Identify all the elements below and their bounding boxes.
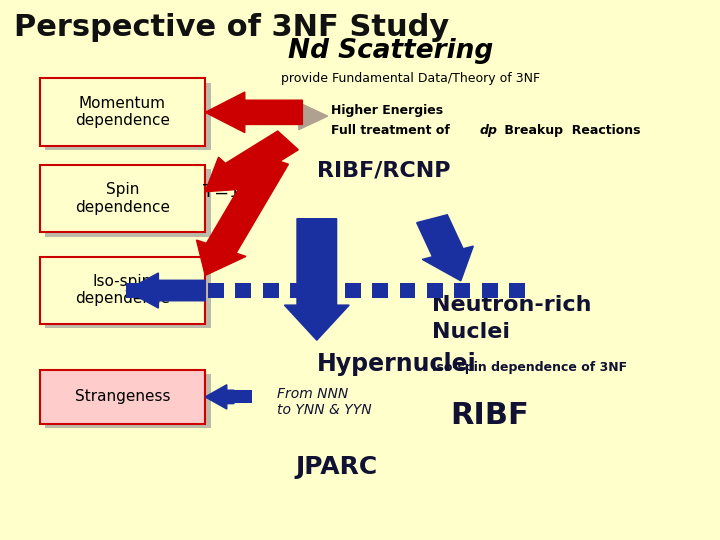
Polygon shape [299,103,328,130]
Text: Breakup  Reactions: Breakup Reactions [500,124,640,137]
Polygon shape [197,154,289,275]
Bar [153,283,169,298]
Bar [318,283,333,298]
Polygon shape [284,219,349,340]
Text: Neutron-rich: Neutron-rich [432,295,592,315]
Text: JPARC: JPARC [295,455,377,479]
Text: Nd Scattering: Nd Scattering [288,38,493,64]
Bar [181,283,197,298]
Text: Hypernuclei: Hypernuclei [317,353,477,376]
Text: T=1/2: T=1/2 [203,183,258,201]
Polygon shape [126,273,205,308]
Text: Nuclei: Nuclei [432,322,510,342]
FancyBboxPatch shape [40,78,205,146]
Text: Perspective of 3NF Study: Perspective of 3NF Study [14,14,450,43]
Text: Higher Energies: Higher Energies [331,104,444,117]
Text: dp: dp [480,124,498,137]
Text: RIBF/RCNP: RIBF/RCNP [317,160,450,180]
FancyBboxPatch shape [45,83,211,150]
Bar [427,283,443,298]
Bar [482,283,498,298]
FancyBboxPatch shape [45,261,211,328]
Bar [234,390,252,403]
Bar [208,283,224,298]
Bar [400,283,415,298]
Text: Iso-spin
dependence: Iso-spin dependence [75,274,170,306]
Bar [235,283,251,298]
Bar [290,283,306,298]
Bar [454,283,470,298]
Text: Full treatment of: Full treatment of [331,124,454,137]
Text: RIBF: RIBF [450,401,528,430]
Text: Spin
dependence: Spin dependence [75,183,170,215]
Bar [126,283,142,298]
Polygon shape [205,92,302,132]
Text: Iso-spin dependence of 3NF: Iso-spin dependence of 3NF [432,361,627,374]
FancyBboxPatch shape [40,370,205,424]
Text: provide Fundamental Data/Theory of 3NF: provide Fundamental Data/Theory of 3NF [281,72,540,85]
Bar [345,283,361,298]
Polygon shape [417,215,473,281]
Bar [372,283,388,298]
FancyBboxPatch shape [40,256,205,324]
FancyBboxPatch shape [45,169,211,237]
Text: Momentum
dependence: Momentum dependence [75,96,170,128]
FancyBboxPatch shape [45,374,211,428]
Bar [509,283,525,298]
FancyBboxPatch shape [40,165,205,232]
Polygon shape [205,384,234,409]
Text: Strangeness: Strangeness [75,389,170,404]
Bar [263,283,279,298]
Polygon shape [205,131,298,192]
Text: From NNN
to YNN & YYN: From NNN to YNN & YYN [277,387,372,417]
